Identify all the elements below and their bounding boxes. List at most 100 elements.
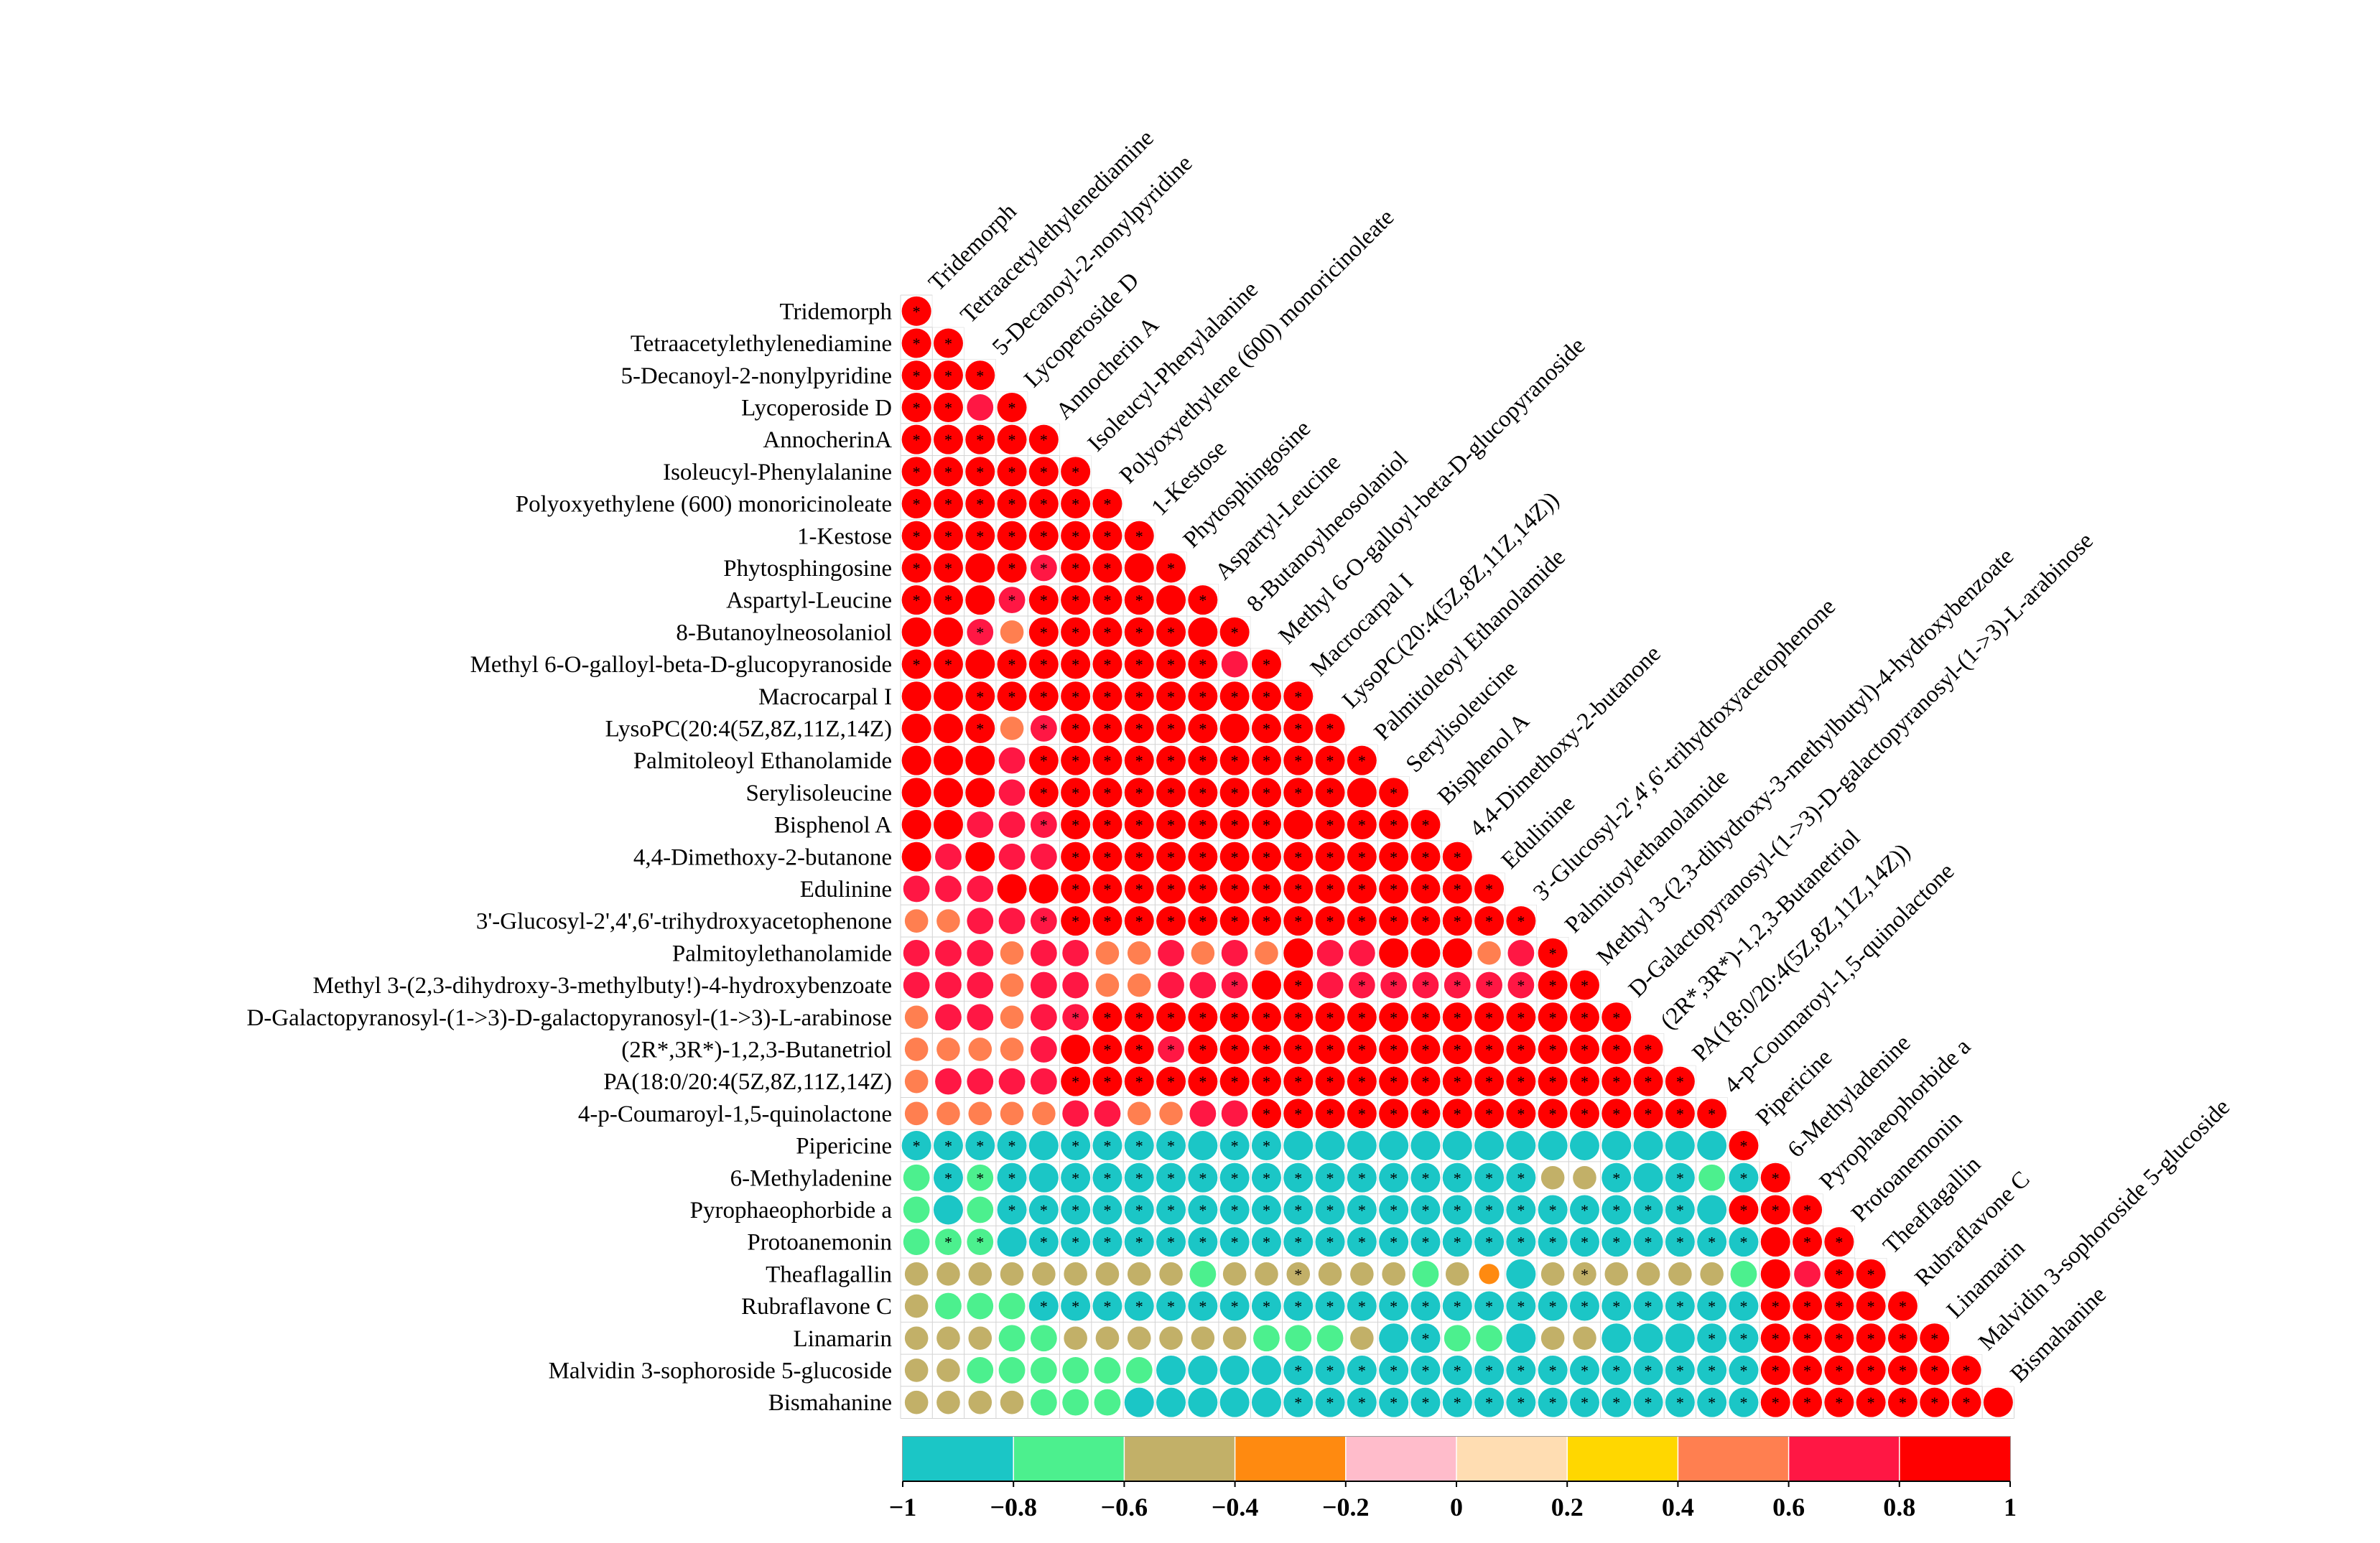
correlation-cell (1219, 842, 1250, 872)
correlation-cell (1442, 1162, 1472, 1193)
significance-star: * (1645, 1361, 1652, 1379)
significance-star: * (1294, 1201, 1302, 1219)
correlation-cell (936, 1326, 960, 1351)
significance-star: * (1167, 1234, 1175, 1251)
correlation-cell (1061, 1291, 1091, 1321)
colorbar-segment (1899, 1437, 2010, 1481)
significance-star: * (1326, 1169, 1334, 1187)
significance-star: * (1167, 1009, 1175, 1027)
correlation-cell (1444, 1325, 1471, 1352)
correlation-cell (997, 1227, 1027, 1257)
correlation-cell (1156, 713, 1186, 743)
correlation-cell (1347, 1162, 1377, 1193)
significance-star: * (1676, 1169, 1684, 1187)
correlation-cell (1219, 1227, 1250, 1257)
significance-star: * (1072, 688, 1079, 706)
significance-star: * (1072, 656, 1079, 673)
significance-star: * (1135, 752, 1143, 770)
significance-star: * (1008, 398, 1016, 416)
correlation-cell (1251, 1162, 1281, 1193)
correlation-cell (1604, 1262, 1629, 1286)
row-label: 1-Kestose (797, 523, 892, 549)
correlation-cell (1124, 874, 1154, 904)
correlation-cell (1000, 973, 1024, 997)
correlation-cell (1442, 906, 1472, 936)
significance-star: * (1008, 495, 1016, 513)
correlation-cell (904, 1390, 929, 1414)
significance-star: * (944, 367, 952, 385)
correlation-cell (997, 1162, 1027, 1193)
significance-star: * (1676, 1201, 1684, 1219)
significance-star: * (1421, 1073, 1429, 1091)
correlation-cell (1506, 906, 1536, 936)
correlation-cell (965, 778, 995, 808)
correlation-cell (1315, 1162, 1345, 1193)
row-label: Macrocarpal I (758, 684, 892, 710)
correlation-cell (1602, 1099, 1632, 1129)
correlation-cell (1506, 1323, 1536, 1353)
significance-star: * (1008, 656, 1016, 673)
correlation-cell (1347, 778, 1377, 808)
significance-star: * (1803, 1234, 1811, 1251)
row-label: Methyl 3-(2,3-dihydroxy-3-methylbuty!)-4… (313, 973, 892, 999)
significance-star: * (1231, 1073, 1239, 1091)
significance-star: * (1294, 752, 1302, 770)
correlation-cell (965, 713, 995, 743)
significance-star: * (1645, 1073, 1652, 1091)
significance-star: * (1454, 1234, 1461, 1251)
significance-star: * (1930, 1394, 1938, 1412)
correlation-cell (1315, 874, 1345, 904)
correlation-cell (1283, 906, 1314, 936)
correlation-cell (1188, 681, 1218, 712)
row-label: Malvidin 3-sophoroside 5-glucoside (549, 1358, 892, 1384)
significance-star: * (1645, 1297, 1652, 1315)
correlation-cell (1410, 1002, 1441, 1032)
row-label: D-Galactopyranosyl-(1->3)-D-galactopyran… (246, 1005, 892, 1031)
correlation-cell (1062, 1100, 1089, 1127)
significance-star: * (1294, 1394, 1302, 1412)
upper-triangle-mask (932, 294, 2016, 1419)
correlation-cell (965, 745, 995, 775)
significance-star: * (1103, 1009, 1111, 1027)
correlation-cell (1030, 1325, 1057, 1352)
correlation-cell (1410, 1034, 1441, 1064)
significance-star: * (1135, 913, 1143, 931)
significance-star: * (1421, 1105, 1429, 1123)
significance-star: * (1103, 688, 1111, 706)
correlation-cell (1219, 1387, 1250, 1417)
significance-star: * (1199, 752, 1207, 770)
correlation-cell (904, 909, 929, 933)
correlation-cell (1251, 681, 1281, 712)
correlation-cell (1028, 521, 1059, 551)
significance-star: * (1454, 976, 1461, 994)
significance-star: * (1899, 1394, 1907, 1412)
correlation-cell (1347, 810, 1377, 840)
significance-star: * (1103, 1137, 1111, 1155)
significance-star: * (1263, 816, 1270, 834)
correlation-cell (1315, 778, 1345, 808)
correlation-cell (903, 1164, 930, 1191)
significance-star: * (1454, 1105, 1461, 1123)
significance-star: * (1517, 1073, 1525, 1091)
significance-star: * (1485, 1105, 1493, 1123)
significance-star: * (976, 527, 984, 545)
correlation-cell (1095, 941, 1120, 965)
significance-star: * (944, 527, 952, 545)
significance-star: * (1485, 1297, 1493, 1315)
row-label: Rubraflavone C (741, 1294, 892, 1320)
correlation-cell (1538, 1131, 1568, 1161)
correlation-cell (933, 681, 963, 712)
significance-star: * (976, 495, 984, 513)
significance-star: * (1008, 592, 1016, 610)
significance-star: * (1072, 527, 1079, 545)
correlation-cell (1061, 681, 1091, 712)
correlation-cell (1219, 1034, 1250, 1064)
significance-star: * (913, 463, 921, 481)
significance-star: * (1708, 1361, 1716, 1379)
correlation-cell (1188, 810, 1218, 840)
correlation-cell (1824, 1323, 1854, 1353)
correlation-cell (901, 810, 931, 840)
correlation-cell (1442, 1034, 1472, 1064)
correlation-cell (1188, 745, 1218, 775)
correlation-cell (1124, 1002, 1154, 1032)
